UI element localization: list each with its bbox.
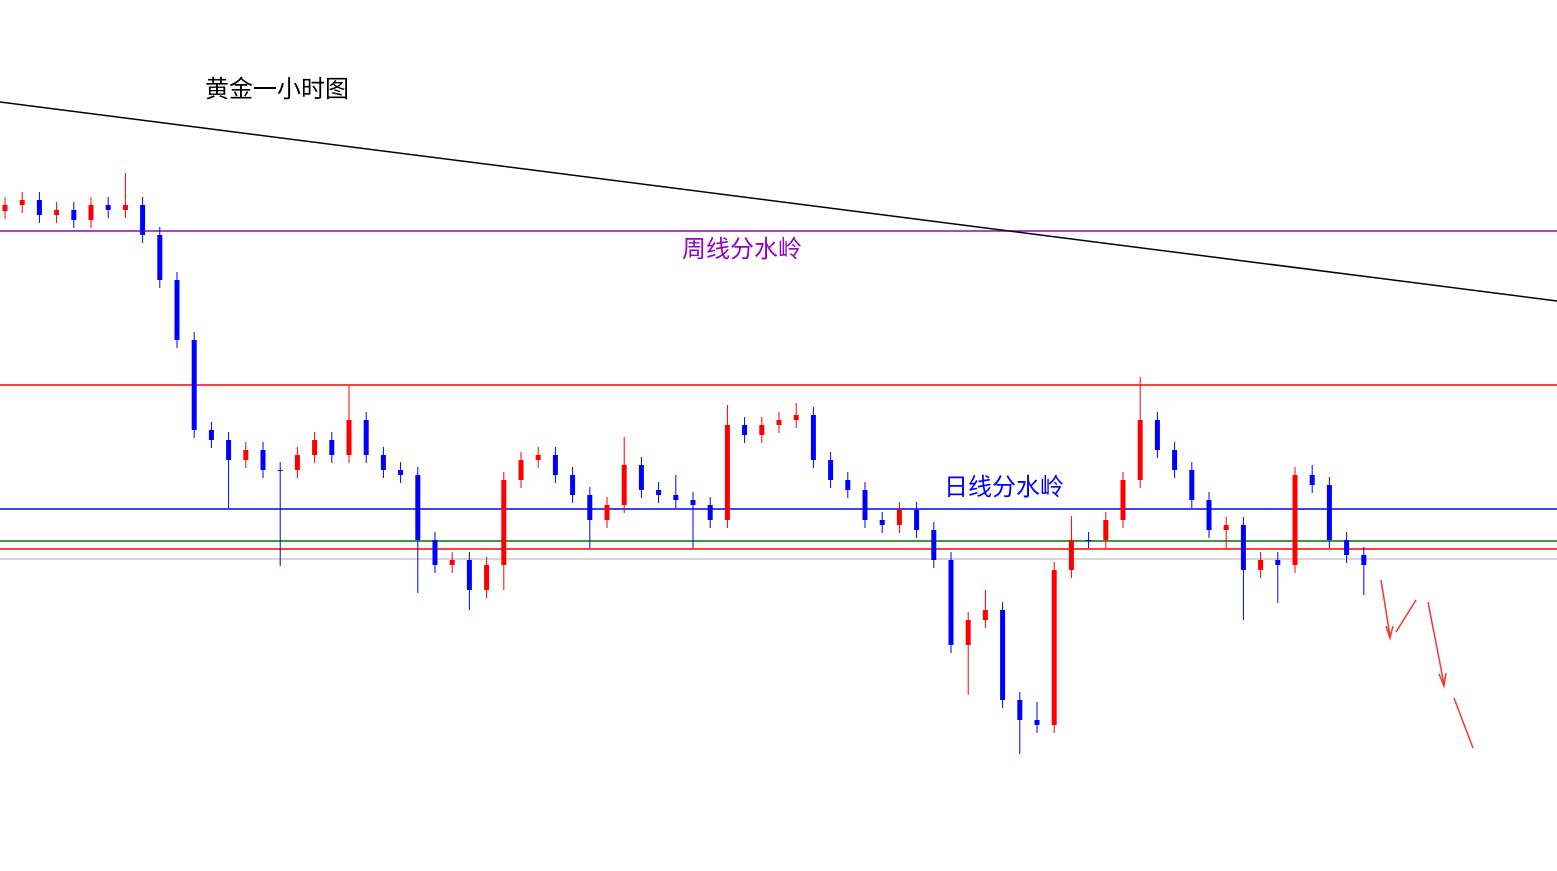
candle-body — [36, 200, 42, 215]
candle-body — [862, 490, 868, 520]
candle-body — [656, 490, 662, 495]
candle-body — [174, 280, 180, 340]
candle-body — [1361, 555, 1367, 565]
candle-body — [518, 460, 524, 480]
candle-body — [948, 560, 954, 645]
candle-body — [501, 480, 507, 565]
candle-body — [896, 510, 902, 525]
candle-body — [1258, 560, 1264, 570]
candle-body — [587, 495, 593, 520]
candle-body — [1275, 560, 1281, 565]
candle-body — [329, 440, 335, 455]
arrow-head — [1438, 672, 1447, 689]
candle-body — [707, 505, 713, 520]
trend-line — [0, 101, 1557, 302]
candle-body — [312, 440, 318, 455]
candle-body — [604, 505, 610, 520]
candle-body — [226, 440, 232, 460]
candle-body — [828, 460, 834, 480]
candle-body — [484, 565, 490, 590]
candle-body — [931, 530, 937, 560]
candle-body — [1240, 525, 1246, 570]
candle-body — [294, 455, 300, 470]
projection-arrows — [1380, 579, 1474, 749]
candle-body — [845, 480, 851, 490]
candle-body — [759, 425, 765, 435]
arrow — [1380, 579, 1391, 637]
candle-body — [466, 560, 472, 590]
candle-body — [54, 210, 60, 215]
candle-body — [1086, 540, 1092, 541]
candle-body — [1137, 420, 1143, 480]
candle-body — [208, 430, 214, 440]
candle-body — [19, 200, 25, 205]
candle-body — [1292, 475, 1298, 565]
candle-body — [673, 495, 679, 500]
candle-body — [690, 500, 696, 505]
candle-body — [243, 450, 249, 460]
candle-body — [793, 415, 799, 420]
candle-body — [71, 210, 77, 220]
candle-body — [535, 455, 541, 460]
candle-body — [1309, 475, 1315, 485]
candle-body — [122, 205, 128, 210]
candle-body — [363, 420, 369, 455]
candle-body — [398, 470, 404, 475]
candle-body — [346, 420, 352, 455]
chart-title: 黄金一小时图 — [205, 75, 349, 103]
candle-body — [432, 540, 438, 565]
candle-body — [742, 425, 748, 435]
candle-body — [449, 560, 455, 565]
candle-body — [140, 205, 146, 235]
candle-body — [965, 620, 971, 645]
candle-body — [552, 455, 558, 475]
candle-body — [1000, 610, 1006, 700]
candle-body — [1068, 540, 1074, 570]
arrow-head — [1385, 625, 1394, 641]
level-label: 周线分水岭 — [682, 235, 802, 263]
candle-body — [1223, 525, 1229, 530]
candle-body — [621, 465, 627, 505]
candle-body — [260, 450, 266, 470]
candle-body — [380, 455, 386, 470]
candle-body — [1172, 450, 1178, 470]
arrow — [1395, 599, 1417, 633]
candle-body — [1189, 470, 1195, 500]
candle-body — [810, 415, 816, 460]
candle-body — [776, 420, 782, 425]
candle-body — [1326, 485, 1332, 540]
candle-body — [879, 520, 885, 525]
candle-body — [2, 205, 8, 211]
candle-body — [914, 510, 920, 530]
candle-body — [1154, 420, 1160, 450]
candle-body — [1344, 540, 1350, 555]
candle-body — [1017, 700, 1023, 720]
arrow — [1453, 697, 1474, 749]
candle-body — [638, 465, 644, 490]
candle-body — [982, 610, 988, 620]
candle-body — [105, 205, 111, 210]
candle-body — [1120, 480, 1126, 520]
candle-body — [570, 475, 576, 495]
level-label: 日线分水岭 — [944, 473, 1064, 501]
candle-body — [157, 235, 163, 280]
candle-body — [1206, 500, 1212, 530]
candle-body — [724, 425, 730, 520]
candle-body — [88, 205, 94, 220]
candle-body — [1034, 720, 1040, 725]
candle-body — [191, 340, 197, 430]
arrow — [1427, 601, 1445, 685]
candle-body — [277, 470, 283, 471]
candle-body — [1051, 570, 1057, 725]
candle-body — [1103, 520, 1109, 540]
candle-body — [415, 475, 421, 540]
